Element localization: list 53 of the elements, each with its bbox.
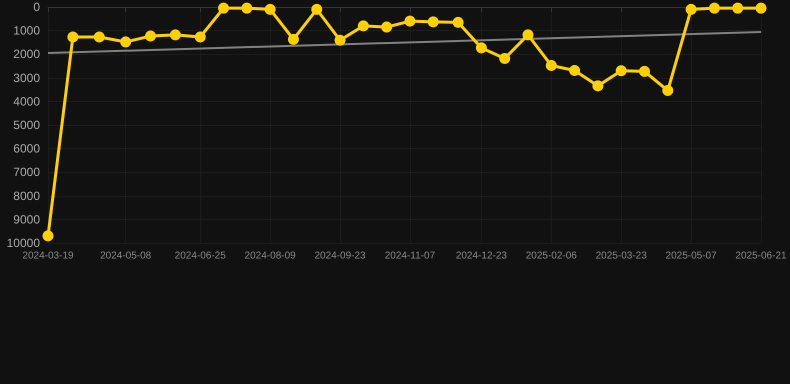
point <box>452 16 464 28</box>
point <box>428 16 439 28</box>
y-tick-label: 7000 <box>13 165 40 180</box>
x-tick-label: 2024-08-09 <box>244 250 296 262</box>
y-tick-label: 10000 <box>6 236 40 250</box>
point <box>592 80 604 92</box>
point <box>616 65 627 76</box>
x-tick-label: 2024-06-25 <box>174 250 226 262</box>
y-tick-label: 6000 <box>13 142 40 156</box>
point <box>194 31 206 42</box>
point <box>42 230 54 242</box>
y-tick-label: 0 <box>33 0 40 14</box>
y-tick-label: 4000 <box>13 94 40 108</box>
point <box>708 2 720 14</box>
point <box>170 29 181 40</box>
point <box>732 2 744 14</box>
point <box>94 31 105 42</box>
y-tick-label: 2000 <box>13 47 40 62</box>
point <box>686 4 697 15</box>
point <box>499 52 510 64</box>
x-tick-label: 2025-02-06 <box>526 250 578 262</box>
y-tick-label: 1000 <box>13 24 40 38</box>
x-tick-label: 2024-03-19 <box>22 250 74 262</box>
point <box>639 66 650 77</box>
point <box>311 4 322 15</box>
point <box>358 20 369 32</box>
point <box>569 64 580 76</box>
x-tick-label: 2025-03-23 <box>596 250 648 262</box>
point <box>120 36 132 48</box>
point <box>522 29 534 40</box>
point <box>241 2 252 14</box>
x-tick-label: 2025-05-07 <box>666 250 718 262</box>
x-tick-label: 2024-11-07 <box>384 250 436 262</box>
point <box>334 34 346 46</box>
x-tick-label: 2024-05-08 <box>100 250 152 262</box>
point <box>218 2 230 14</box>
x-tick-label: 2024-12-23 <box>456 250 508 262</box>
y-tick-label: 5000 <box>13 118 40 132</box>
y-tick-label: 9000 <box>13 212 40 226</box>
point <box>381 22 392 33</box>
point <box>67 31 78 42</box>
point <box>476 42 487 54</box>
point <box>546 60 557 72</box>
y-tick-label: 8000 <box>13 188 40 203</box>
y-tick-label: 3000 <box>13 70 40 85</box>
point <box>145 30 156 42</box>
x-tick-label: 2024-09-23 <box>314 250 366 262</box>
point <box>404 16 416 27</box>
point <box>662 85 674 96</box>
point <box>756 2 766 14</box>
x-tick-label: 2025-06-21 <box>735 250 788 262</box>
point <box>264 4 276 15</box>
point <box>288 34 299 45</box>
